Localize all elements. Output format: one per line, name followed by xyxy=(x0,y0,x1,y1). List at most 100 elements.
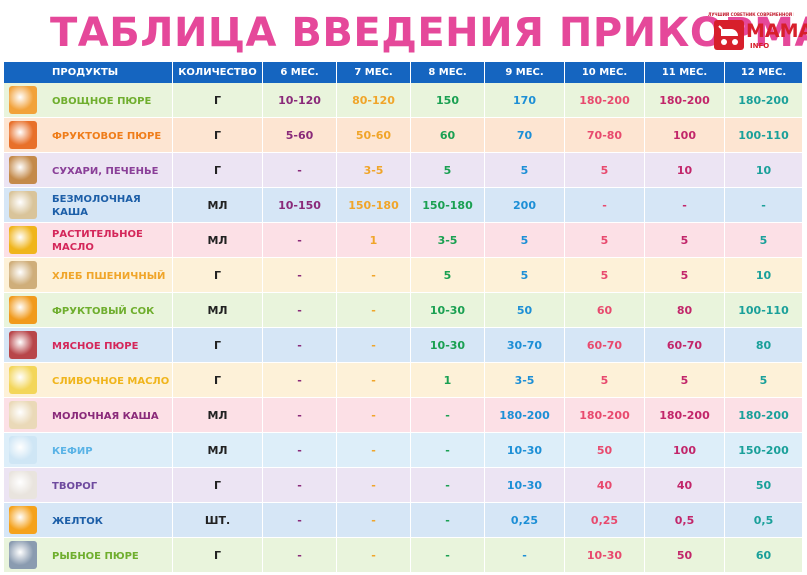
month-value-cell: 0,25 xyxy=(565,503,645,538)
product-name: ФРУКТОВЫЙ СОК xyxy=(52,305,155,317)
feeding-table: ПРОДУКТЫ КОЛИЧЕСТВО 6 МЕС. 7 МЕС. 8 МЕС.… xyxy=(4,62,803,573)
month-value-cell: 5 xyxy=(645,223,725,258)
sunflower-icon xyxy=(9,226,37,254)
product-name: МОЛОЧНАЯ КАША xyxy=(52,410,159,422)
month-value-cell: 200 xyxy=(485,188,565,223)
month-value-cell: 10-30 xyxy=(565,538,645,573)
table-row: МЯСНОЕ ПЮРЕ Г - -10-30 30-70 60-70 60-70 80 xyxy=(4,328,803,363)
month-value-cell: 170 xyxy=(485,83,565,118)
month-value-cell: 180-200 xyxy=(645,83,725,118)
month-value-cell: 100 xyxy=(645,118,725,153)
month-value-cell: - xyxy=(725,188,803,223)
month-value-cell: - xyxy=(337,433,411,468)
month-value-cell: 60 xyxy=(565,293,645,328)
table-row: РАСТИТЕЛЬНОЕ МАСЛО МЛ -1 3-5 5 5 5 5 xyxy=(4,223,803,258)
month-value-cell: 3-5 xyxy=(411,223,485,258)
unit-cell: Г xyxy=(173,153,263,188)
header-month-8: 8 МЕС. xyxy=(411,62,485,83)
month-value-cell: - xyxy=(411,503,485,538)
table-row: БЕЗМОЛОЧНАЯ КАША МЛ 10-150 150-180 150-180 20… xyxy=(4,188,803,223)
month-value-cell: 50 xyxy=(485,293,565,328)
month-value-cell: - xyxy=(263,468,337,503)
unit-cell: ШТ. xyxy=(173,503,263,538)
month-value-cell: 50 xyxy=(565,433,645,468)
unit-cell: Г xyxy=(173,538,263,573)
month-value-cell: 10 xyxy=(645,153,725,188)
product-name: РЫБНОЕ ПЮРЕ xyxy=(52,550,139,562)
month-value-cell: 5 xyxy=(411,153,485,188)
month-value-cell: 80-120 xyxy=(337,83,411,118)
mama-info-logo: ЛУЧШИЙ СОВЕТНИК СОВРЕМЕННОЙ МАМЫ МАМА IN… xyxy=(708,12,807,54)
month-value-cell: 5 xyxy=(725,363,803,398)
month-value-cell: 60 xyxy=(725,538,803,573)
month-value-cell: - xyxy=(337,503,411,538)
month-value-cell: - xyxy=(263,538,337,573)
biscuits-icon xyxy=(9,156,37,184)
month-value-cell: 1 xyxy=(337,223,411,258)
header-month-10: 10 МЕС. xyxy=(565,62,645,83)
month-value-cell: - xyxy=(337,328,411,363)
month-value-cell: 60-70 xyxy=(565,328,645,363)
unit-cell: Г xyxy=(173,363,263,398)
product-name-cell: РАСТИТЕЛЬНОЕ МАСЛО xyxy=(4,223,173,258)
table-row: ФРУКТОВЫЙ СОК МЛ - -10-30 50 60 80 100-110 xyxy=(4,293,803,328)
month-value-cell: 5 xyxy=(565,153,645,188)
product-name: ФРУКТОВОЕ ПЮРЕ xyxy=(52,130,162,142)
month-value-cell: 60 xyxy=(411,118,485,153)
month-value-cell: 0,5 xyxy=(645,503,725,538)
month-value-cell: 70-80 xyxy=(565,118,645,153)
table-row: РЫБНОЕ ПЮРЕ Г - - - -10-30 50 60 xyxy=(4,538,803,573)
milk-porridge-icon xyxy=(9,401,37,429)
logo-sub: INFO xyxy=(750,42,770,50)
month-value-cell: 10-30 xyxy=(485,468,565,503)
table-row: КЕФИР МЛ - - -10-30 50 100 150-200 xyxy=(4,433,803,468)
table-row: ТВОРОГ Г - - -10-30 40 40 50 xyxy=(4,468,803,503)
product-name: ЖЕЛТОК xyxy=(52,515,103,527)
logo-word: МАМА xyxy=(746,20,807,42)
unit-cell: Г xyxy=(173,83,263,118)
month-value-cell: - xyxy=(263,433,337,468)
month-value-cell: - xyxy=(411,468,485,503)
unit-cell: МЛ xyxy=(173,223,263,258)
header-month-11: 11 МЕС. xyxy=(645,62,725,83)
month-value-cell: 180-200 xyxy=(485,398,565,433)
month-value-cell: 150-180 xyxy=(337,188,411,223)
month-value-cell: - xyxy=(337,363,411,398)
unit-cell: Г xyxy=(173,328,263,363)
month-value-cell: 10 xyxy=(725,153,803,188)
fish-icon xyxy=(9,541,37,569)
product-name: СУХАРИ, ПЕЧЕНЬЕ xyxy=(52,165,159,177)
product-name: ХЛЕБ ПШЕНИЧНЫЙ xyxy=(52,270,166,282)
product-name: МЯСНОЕ ПЮРЕ xyxy=(52,340,139,352)
month-value-cell: 80 xyxy=(725,328,803,363)
product-name-cell: ОВОЩНОЕ ПЮРЕ xyxy=(4,83,173,118)
month-value-cell: 50 xyxy=(725,468,803,503)
egg-yolk-icon xyxy=(9,506,37,534)
product-name: СЛИВОЧНОЕ МАСЛО xyxy=(52,375,170,387)
product-name: ТВОРОГ xyxy=(52,480,98,492)
month-value-cell: - xyxy=(263,503,337,538)
product-name: ОВОЩНОЕ ПЮРЕ xyxy=(52,95,152,107)
product-name-cell: ФРУКТОВЫЙ СОК xyxy=(4,293,173,328)
product-name-cell: МОЛОЧНАЯ КАША xyxy=(4,398,173,433)
page-title: ТАБЛИЦА ВВЕДЕНИЯ ПРИКОРМА xyxy=(50,10,807,56)
month-value-cell: 50 xyxy=(645,538,725,573)
month-value-cell: - xyxy=(565,188,645,223)
kefir-icon xyxy=(9,436,37,464)
month-value-cell: - xyxy=(411,538,485,573)
month-value-cell: - xyxy=(411,433,485,468)
month-value-cell: - xyxy=(485,538,565,573)
month-value-cell: 0,25 xyxy=(485,503,565,538)
month-value-cell: - xyxy=(263,363,337,398)
month-value-cell: 0,5 xyxy=(725,503,803,538)
month-value-cell: 180-200 xyxy=(725,398,803,433)
month-value-cell: 1 xyxy=(411,363,485,398)
logo-tagline: ЛУЧШИЙ СОВЕТНИК СОВРЕМЕННОЙ МАМЫ xyxy=(708,12,794,17)
month-value-cell: 5 xyxy=(645,363,725,398)
month-value-cell: - xyxy=(263,328,337,363)
butter-icon xyxy=(9,366,37,394)
product-name: РАСТИТЕЛЬНОЕ МАСЛО xyxy=(52,229,143,253)
month-value-cell: 10-120 xyxy=(263,83,337,118)
bread-icon xyxy=(9,261,37,289)
month-value-cell: 10-150 xyxy=(263,188,337,223)
